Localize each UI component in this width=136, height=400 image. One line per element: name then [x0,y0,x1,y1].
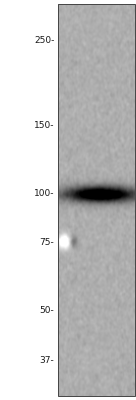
Text: 37-: 37- [40,356,54,365]
Text: 50-: 50- [40,306,54,315]
Bar [58,4,135,396]
Text: 100-: 100- [34,190,54,198]
Text: 150-: 150- [34,121,54,130]
Text: 250-: 250- [34,36,54,45]
Text: 75-: 75- [40,238,54,247]
